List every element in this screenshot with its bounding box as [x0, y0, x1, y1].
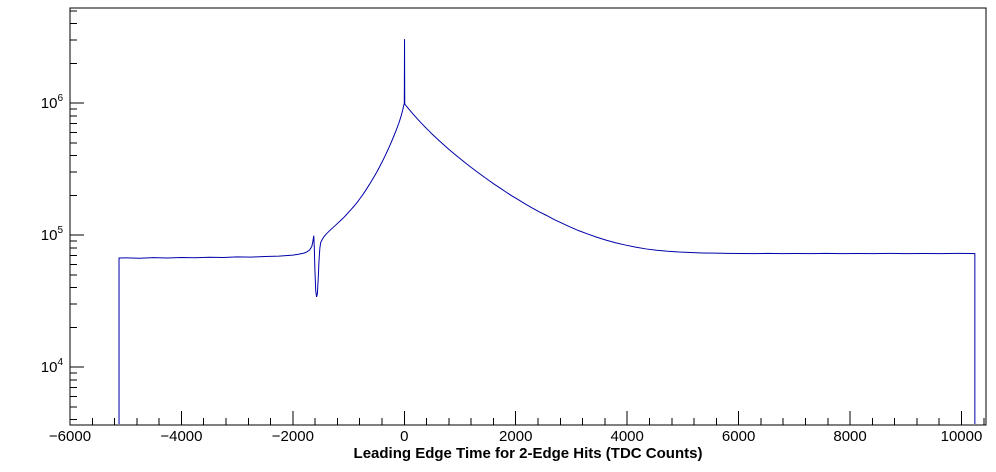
x-tick-label: 6000 — [722, 428, 755, 445]
x-tick-label: 2000 — [499, 428, 532, 445]
x-tick-label: −6000 — [49, 428, 91, 445]
axis-labels: −6000 −4000 −2000 0 2000 4000 6000 8000 10000 104… — [41, 93, 983, 445]
x-tick-label: 4000 — [610, 428, 643, 445]
y-tick-label: 106 — [41, 93, 64, 112]
plot-frame — [69, 7, 987, 426]
x-tick-label: −4000 — [160, 428, 202, 445]
axis-ticks — [69, 10, 985, 425]
x-tick-label: 10000 — [941, 428, 983, 445]
histogram-line — [118, 39, 976, 425]
y-tick-label: 104 — [41, 357, 64, 376]
x-tick-label: 0 — [400, 428, 408, 445]
y-tick-label: 105 — [41, 225, 64, 244]
x-axis-title: Leading Edge Time for 2-Edge Hits (TDC C… — [354, 445, 703, 462]
x-tick-label: 8000 — [833, 428, 866, 445]
x-tick-label: −2000 — [272, 428, 314, 445]
